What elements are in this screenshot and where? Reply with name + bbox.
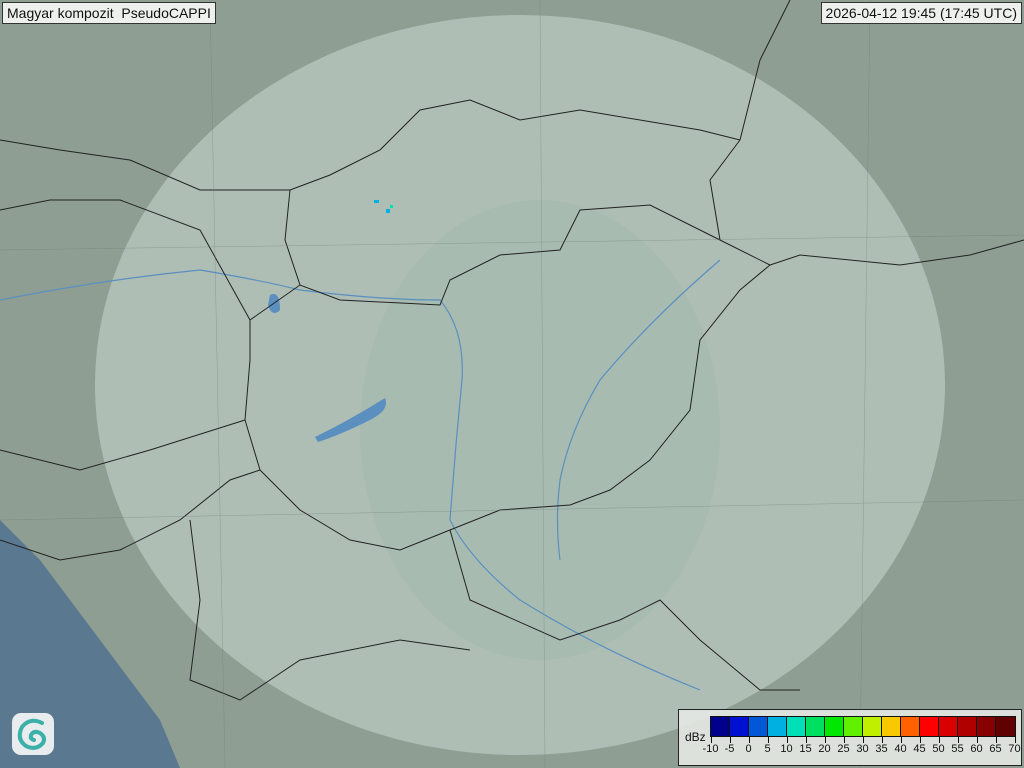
rivers: [0, 259, 721, 691]
tick-mark: [824, 737, 826, 743]
tick-label: 25: [837, 743, 850, 755]
colorbar-cell: [844, 717, 863, 736]
tick-label: 60: [970, 743, 983, 755]
great-plain: [360, 200, 720, 660]
tick-label: 20: [818, 743, 831, 755]
colorbar-cell: [996, 717, 1015, 736]
colorbar-cell: [825, 717, 844, 736]
colorbar-cell: [730, 717, 749, 736]
colorbar-ticks: -10 -5 0 5 10 15 20 25 30 35 40 45 50 55 60 65 70: [703, 737, 1021, 761]
colorbar-cell: [901, 717, 920, 736]
colorbar-cell: [920, 717, 939, 736]
colorbar-cell: [711, 717, 730, 736]
colorbar-cell: [977, 717, 996, 736]
tick-label: 40: [894, 743, 907, 755]
colorbar-cell: [882, 717, 901, 736]
country-borders: [0, 0, 1024, 701]
tick-mark: [710, 737, 712, 743]
tick-label: -5: [724, 743, 735, 755]
tick-label: 50: [932, 743, 945, 755]
tick-mark: [957, 737, 959, 743]
tick-mark: [843, 737, 845, 743]
tick-label: 35: [875, 743, 888, 755]
colorbar-cell: [863, 717, 882, 736]
tick-label: -10: [702, 743, 719, 755]
colorbar-cell: [749, 717, 768, 736]
timestamp: 2026-04-12 19:45 (17:45 UTC): [820, 2, 1022, 24]
colorbar-cell: [939, 717, 958, 736]
tick-label: 5: [764, 743, 771, 755]
tick-label: 10: [780, 743, 793, 755]
tick-label: 30: [856, 743, 869, 755]
tick-mark: [767, 737, 769, 743]
tick-label: 0: [745, 743, 752, 755]
tick-mark: [862, 737, 864, 743]
tick-mark: [729, 737, 731, 743]
swirl-logo-icon[interactable]: [12, 713, 54, 755]
tick-label: 55: [951, 743, 964, 755]
tick-mark: [919, 737, 921, 743]
colorbar-cell: [787, 717, 806, 736]
tick-label: 70: [1008, 743, 1021, 755]
tick-mark: [976, 737, 978, 743]
tick-mark: [900, 737, 902, 743]
colorbar-cell: [958, 717, 977, 736]
product-title: Magyar kompozit PseudoCAPPI: [2, 2, 216, 24]
tick-mark: [1014, 737, 1016, 743]
radar-echoes: [374, 200, 393, 213]
tick-mark: [881, 737, 883, 743]
tick-mark: [805, 737, 807, 743]
tick-mark: [748, 737, 750, 743]
tick-mark: [938, 737, 940, 743]
lake-balaton: [315, 398, 386, 442]
colorbar: [710, 716, 1016, 737]
tick-label: 45: [913, 743, 926, 755]
tick-mark: [786, 737, 788, 743]
dbz-legend: dBz -10 -5 0 5 10 15 20 25 30 35 40 45 50 55 60 65 70: [678, 709, 1022, 766]
tick-label: 15: [799, 743, 812, 755]
colorbar-cell: [806, 717, 825, 736]
tick-label: 65: [989, 743, 1002, 755]
radar-coverage-area: [95, 15, 945, 755]
adriatic-sea: [0, 520, 180, 768]
colorbar-cell: [768, 717, 787, 736]
tick-mark: [995, 737, 997, 743]
legend-unit: dBz: [685, 730, 706, 744]
